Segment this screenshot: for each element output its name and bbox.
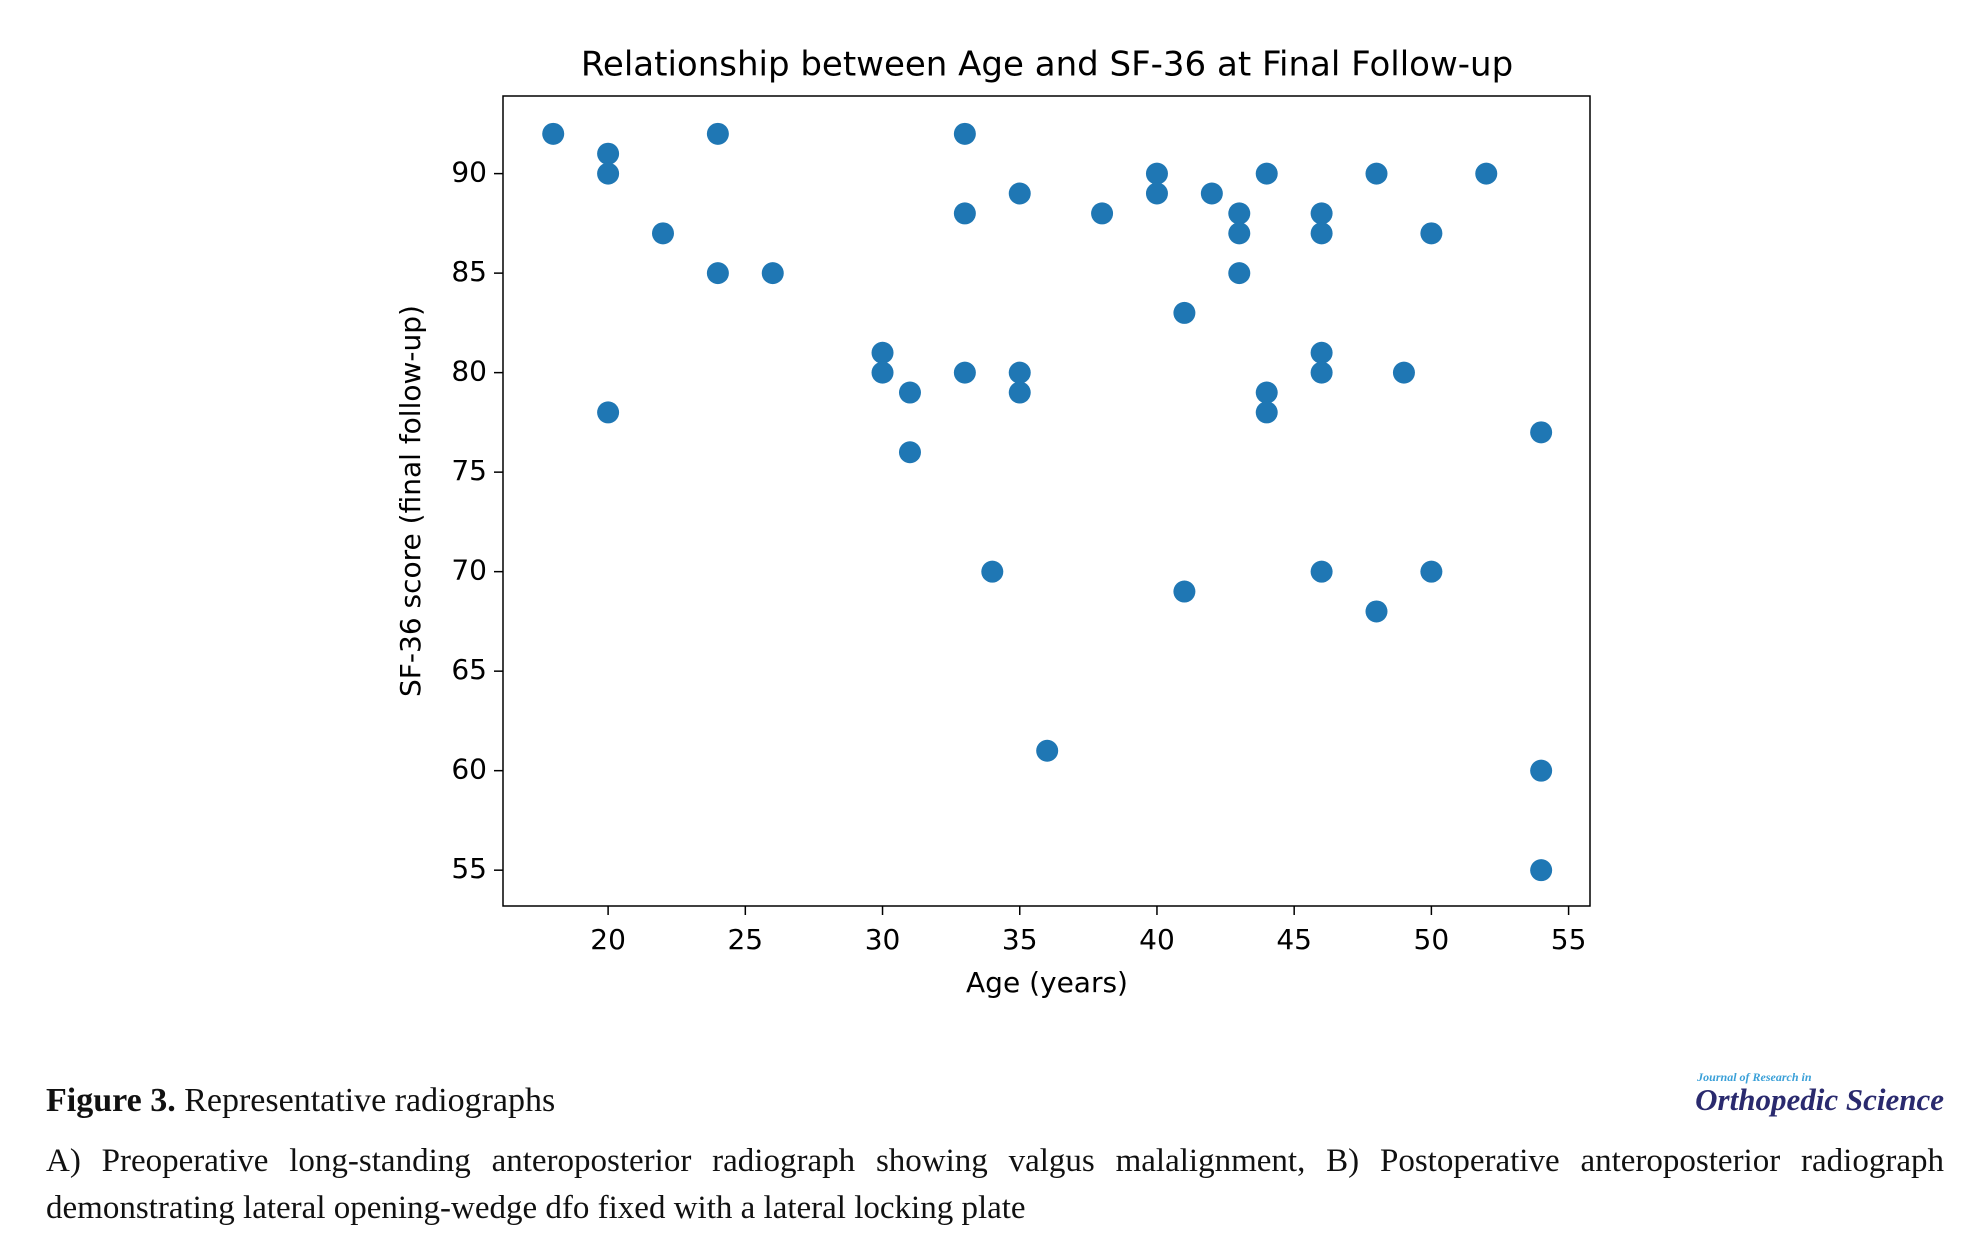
- x-tick-label: 45: [1276, 923, 1312, 956]
- x-tick-label: 40: [1139, 923, 1175, 956]
- point: [898, 441, 921, 464]
- point: [542, 122, 565, 145]
- journal-name: Orthopedic Science: [1695, 1082, 1944, 1117]
- point: [1228, 202, 1251, 225]
- point: [1365, 162, 1388, 185]
- point: [1310, 222, 1333, 245]
- point: [1392, 361, 1415, 384]
- x-tick-label: 20: [590, 923, 626, 956]
- point: [1145, 162, 1168, 185]
- x-tick-label: 25: [727, 923, 763, 956]
- chart: Relationship between Age and SF-36 at Fi…: [394, 45, 1591, 999]
- y-tick-label: 55: [451, 852, 487, 885]
- point: [1228, 222, 1251, 245]
- x-tick-label: 55: [1551, 923, 1587, 956]
- point: [1255, 401, 1278, 424]
- caption-label: Figure 3.: [46, 1082, 176, 1119]
- x-tick-label: 30: [865, 923, 901, 956]
- point: [1255, 162, 1278, 185]
- caption: Figure 3. Representative radiographs: [46, 1082, 555, 1120]
- point: [1530, 859, 1553, 882]
- y-tick-label: 80: [451, 355, 487, 388]
- point: [953, 202, 976, 225]
- point: [1008, 182, 1031, 205]
- point: [1365, 600, 1388, 623]
- point: [953, 361, 976, 384]
- y-tick-label: 90: [451, 156, 487, 189]
- y-axis-label: SF-36 score (final follow-up): [394, 305, 427, 697]
- point: [953, 122, 976, 145]
- point: [1530, 759, 1553, 782]
- point: [651, 222, 674, 245]
- point: [1228, 262, 1251, 285]
- y-tick-label: 70: [451, 554, 487, 587]
- point: [981, 560, 1004, 583]
- point: [1173, 301, 1196, 324]
- x-tick-label: 50: [1414, 923, 1450, 956]
- point: [1420, 560, 1443, 583]
- point: [597, 162, 620, 185]
- point: [1036, 739, 1059, 762]
- point: [1310, 202, 1333, 225]
- chart-title: Relationship between Age and SF-36 at Fi…: [581, 45, 1513, 85]
- point: [1008, 361, 1031, 384]
- point: [1475, 162, 1498, 185]
- y-tick-label: 75: [451, 454, 487, 487]
- x-tick-label: 35: [1002, 923, 1038, 956]
- point: [597, 142, 620, 165]
- point: [1310, 361, 1333, 384]
- point: [871, 361, 894, 384]
- point: [1310, 560, 1333, 583]
- point: [597, 401, 620, 424]
- point: [898, 381, 921, 404]
- x-axis-label: Age (years): [966, 966, 1128, 999]
- point: [871, 341, 894, 364]
- journal-logo: Journal of Research in Orthopedic Science: [1695, 1070, 1944, 1115]
- y-tick-label: 65: [451, 653, 487, 686]
- point: [1091, 202, 1114, 225]
- point: [1008, 381, 1031, 404]
- point: [761, 262, 784, 285]
- point: [1310, 341, 1333, 364]
- caption-description: A) Preoperative long-standing anteropost…: [46, 1143, 1944, 1226]
- point: [1200, 182, 1223, 205]
- point: [1255, 381, 1278, 404]
- point: [706, 122, 729, 145]
- journal-small: Journal of Research in: [1697, 1070, 1812, 1084]
- point: [706, 262, 729, 285]
- plot-frame: [502, 95, 1591, 907]
- y-tick-label: 85: [451, 255, 487, 288]
- point: [1173, 580, 1196, 603]
- caption-title: Representative radiographs: [184, 1082, 556, 1119]
- point: [1145, 182, 1168, 205]
- point: [1530, 421, 1553, 444]
- point: [1420, 222, 1443, 245]
- y-tick-label: 60: [451, 753, 487, 786]
